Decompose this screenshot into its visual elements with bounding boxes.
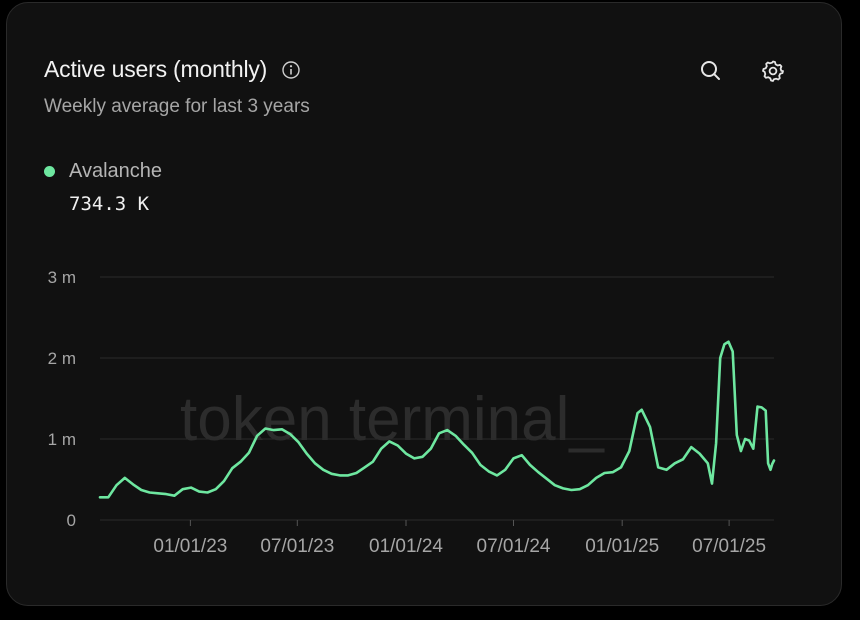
- chart-card: [6, 2, 842, 606]
- search-icon[interactable]: [698, 58, 724, 84]
- legend-current-value: 734.3 K: [69, 193, 150, 215]
- x-tick-label: 01/01/23: [153, 536, 227, 557]
- chart-title: Active users (monthly): [44, 56, 268, 82]
- legend-series-name[interactable]: Avalanche: [69, 160, 163, 182]
- series-line-avalanche: [98, 340, 776, 499]
- x-tick-label: 07/01/23: [260, 536, 334, 557]
- title-row: Active users (monthly): [44, 56, 301, 83]
- y-tick-label: 2 m: [48, 349, 76, 368]
- info-icon[interactable]: [281, 60, 301, 80]
- y-tick-label: 1 m: [48, 430, 76, 449]
- chart-subtitle: Weekly average for last 3 years: [44, 96, 310, 117]
- x-tick-label: 01/01/25: [585, 536, 659, 557]
- legend: Avalanche 734.3 K: [44, 160, 162, 215]
- y-tick-label: 0: [67, 511, 76, 530]
- legend-dot: [44, 166, 55, 177]
- y-tick-label: 3 m: [48, 268, 76, 287]
- gear-icon[interactable]: [760, 58, 786, 84]
- x-tick-label: 07/01/25: [692, 536, 766, 557]
- x-tick-label: 01/01/24: [369, 536, 443, 557]
- x-tick-label: 07/01/24: [477, 536, 551, 557]
